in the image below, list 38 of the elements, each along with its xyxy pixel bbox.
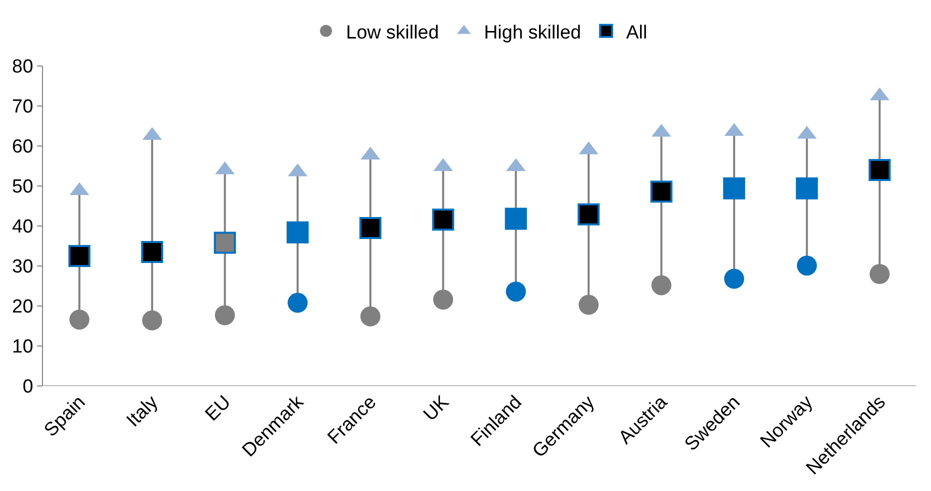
y-tick-label: 30	[12, 256, 34, 278]
y-tick-label: 70	[12, 96, 34, 118]
point	[68, 245, 90, 267]
point	[868, 159, 891, 181]
point	[651, 275, 672, 296]
point	[288, 292, 308, 313]
point	[723, 177, 746, 200]
y-tick-label: 0	[22, 376, 34, 398]
legend-label: Low skilled	[346, 22, 439, 44]
point	[870, 264, 890, 284]
point	[578, 203, 600, 226]
point	[796, 256, 817, 276]
y-tick-label: 40	[12, 216, 34, 238]
point	[141, 241, 164, 263]
point	[142, 310, 162, 330]
legend-label: High skilled	[484, 22, 582, 44]
point	[360, 306, 380, 326]
point	[650, 180, 672, 203]
point	[214, 305, 235, 326]
point	[433, 290, 454, 310]
point	[796, 177, 818, 200]
point	[724, 268, 744, 289]
point	[69, 310, 90, 330]
y-tick-label: 60	[12, 136, 34, 158]
y-tick-label: 50	[12, 176, 34, 198]
y-tick-label: 20	[12, 296, 34, 318]
x-tick-label: Italy	[122, 392, 163, 432]
x-tick-label: UK	[420, 392, 454, 426]
point	[286, 221, 309, 244]
legend-label: All	[626, 22, 648, 44]
point	[359, 217, 382, 239]
y-tick-label: 10	[12, 336, 34, 358]
x-tick-label: EU	[202, 392, 236, 426]
point	[578, 294, 599, 315]
point	[432, 208, 454, 231]
point	[504, 208, 527, 230]
y-tick-label: 80	[12, 56, 34, 78]
point	[506, 282, 526, 302]
